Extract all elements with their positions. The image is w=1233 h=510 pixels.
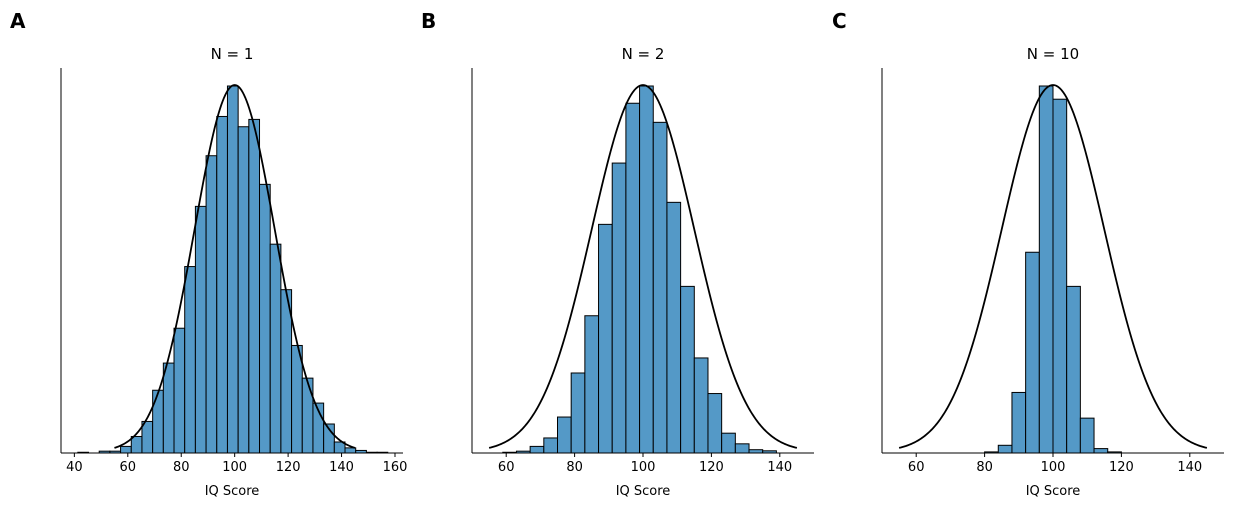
x-tick-label: 60 — [498, 460, 515, 475]
panel-label-c: C — [832, 9, 847, 33]
histogram-bar — [721, 432, 736, 454]
histogram-bar — [152, 389, 164, 454]
histogram-bar — [529, 445, 545, 454]
histogram-bar — [707, 393, 723, 454]
histogram-bar — [693, 357, 709, 454]
normal-curve — [488, 84, 798, 449]
histogram-bar — [570, 372, 586, 454]
histogram-bar — [205, 155, 218, 454]
histogram-bar — [269, 243, 282, 454]
panel-title-c: N = 10 — [1027, 45, 1079, 63]
x-tick-label: 100 — [631, 460, 656, 475]
histogram-bar — [1052, 98, 1068, 454]
histogram-bar — [666, 201, 682, 454]
x-tick-label: 140 — [767, 460, 792, 475]
histogram-bar — [557, 416, 572, 454]
x-tick-label: 100 — [222, 460, 247, 475]
x-tick-label: 80 — [566, 460, 583, 475]
histogram-bar — [997, 444, 1013, 454]
panel-label-a: A — [10, 9, 26, 33]
x-tick-label: 60 — [908, 460, 925, 475]
histogram-bar — [1011, 391, 1027, 454]
histogram-bar — [1038, 85, 1054, 454]
panel-c: C N = 10 IQ Score 60 80 100 120 140 — [832, 9, 1224, 499]
histogram-bar — [1025, 251, 1040, 454]
histogram-bar — [1079, 417, 1095, 454]
histogram-bar — [652, 121, 668, 454]
normal-curve — [114, 84, 356, 449]
x-tick-label: 120 — [1109, 460, 1134, 475]
histogram-bar — [141, 420, 154, 454]
histogram-bar — [162, 362, 175, 454]
panel-a: A N = 1 IQ Score 40 60 80 100 120 140 160 — [10, 9, 407, 499]
x-tick-label: 140 — [1177, 460, 1202, 475]
x-axis-label-a: IQ Score — [205, 484, 260, 499]
histogram-bar — [543, 437, 559, 454]
histogram-bar — [194, 205, 207, 454]
histogram-bar — [216, 115, 228, 454]
x-tick-label: 120 — [699, 460, 724, 475]
x-tick-label: 80 — [173, 460, 190, 475]
histogram-bar — [584, 315, 600, 454]
histogram-bar — [259, 183, 271, 454]
panel-b: B N = 2 IQ Score 60 80 100 120 140 — [421, 9, 814, 499]
panel-title-a: N = 1 — [211, 45, 254, 63]
x-tick-label: 100 — [1041, 460, 1066, 475]
x-tick-label: 80 — [976, 460, 993, 475]
histogram-bar — [184, 266, 196, 454]
histogram-bar — [611, 162, 627, 454]
histogram-bar — [344, 447, 357, 454]
panel-label-b: B — [421, 9, 436, 33]
x-tick-label: 60 — [120, 460, 137, 475]
histogram-bar — [248, 118, 261, 454]
x-tick-label: 40 — [66, 460, 83, 475]
x-axis-label-b: IQ Score — [616, 484, 671, 499]
x-tick-label: 120 — [276, 460, 301, 475]
histogram-bar — [625, 102, 641, 454]
histogram-bar — [226, 85, 239, 454]
histogram-bar — [120, 445, 132, 454]
x-axis-label-c: IQ Score — [1026, 484, 1081, 499]
histogram-bar — [291, 344, 303, 454]
histogram-bar — [301, 377, 314, 454]
histogram-bar — [1093, 448, 1109, 454]
histogram-bar — [173, 327, 186, 454]
histogram-bar — [237, 126, 250, 454]
histogram-bar — [734, 443, 750, 454]
x-tick-label: 140 — [329, 460, 354, 475]
histogram-bar — [130, 435, 143, 454]
histogram-bar — [680, 285, 695, 454]
normal-curve — [898, 84, 1208, 449]
panel-title-b: N = 2 — [622, 45, 665, 63]
histogram-bar — [639, 85, 654, 454]
histogram-bar — [1066, 285, 1081, 454]
x-tick-label: 160 — [383, 460, 408, 475]
histogram-bar — [598, 223, 613, 454]
